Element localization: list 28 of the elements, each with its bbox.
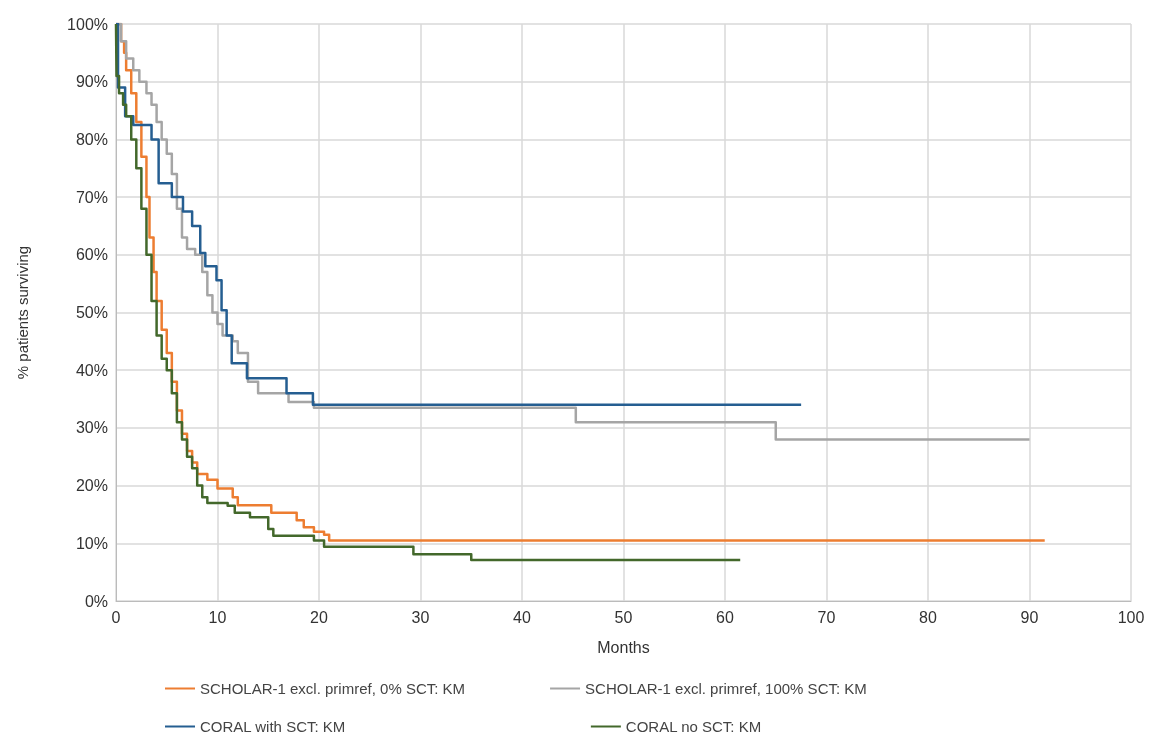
x-tick-label: 100 [1117, 608, 1145, 626]
legend-label: SCHOLAR-1 excl. primref, 100% SCT: KM [585, 680, 867, 697]
x-tick-label: 30 [411, 608, 430, 626]
x-tick-label: 60 [716, 608, 734, 626]
y-tick-label: 60% [75, 246, 108, 264]
y-tick-label: 100% [67, 15, 108, 33]
x-tick-label: 80 [919, 608, 937, 626]
y-axis-title: % patients surviving [14, 245, 31, 380]
y-tick-label: 20% [75, 477, 108, 495]
x-axis-title: Months [597, 638, 650, 656]
x-tick-label: 40 [513, 608, 531, 626]
x-tick-label: 20 [310, 608, 328, 626]
legend-label: SCHOLAR-1 excl. primref, 0% SCT: KM [200, 680, 466, 697]
x-tick-label: 50 [614, 608, 633, 626]
x-tick-label: 90 [1020, 608, 1039, 626]
y-tick-label: 90% [75, 73, 108, 91]
legend-label: CORAL no SCT: KM [625, 718, 762, 735]
y-tick-label: 40% [75, 361, 108, 379]
y-tick-label: 10% [75, 534, 108, 552]
y-tick-label: 80% [75, 130, 108, 148]
y-tick-label: 30% [75, 419, 108, 437]
x-tick-label: 0 [111, 608, 121, 626]
y-tick-label: 70% [75, 188, 108, 206]
x-tick-label: 70 [817, 608, 836, 626]
y-tick-label: 0% [84, 592, 108, 610]
x-tick-label: 10 [208, 608, 227, 626]
y-tick-label: 50% [75, 304, 108, 321]
legend-label: CORAL with SCT: KM [200, 718, 346, 735]
